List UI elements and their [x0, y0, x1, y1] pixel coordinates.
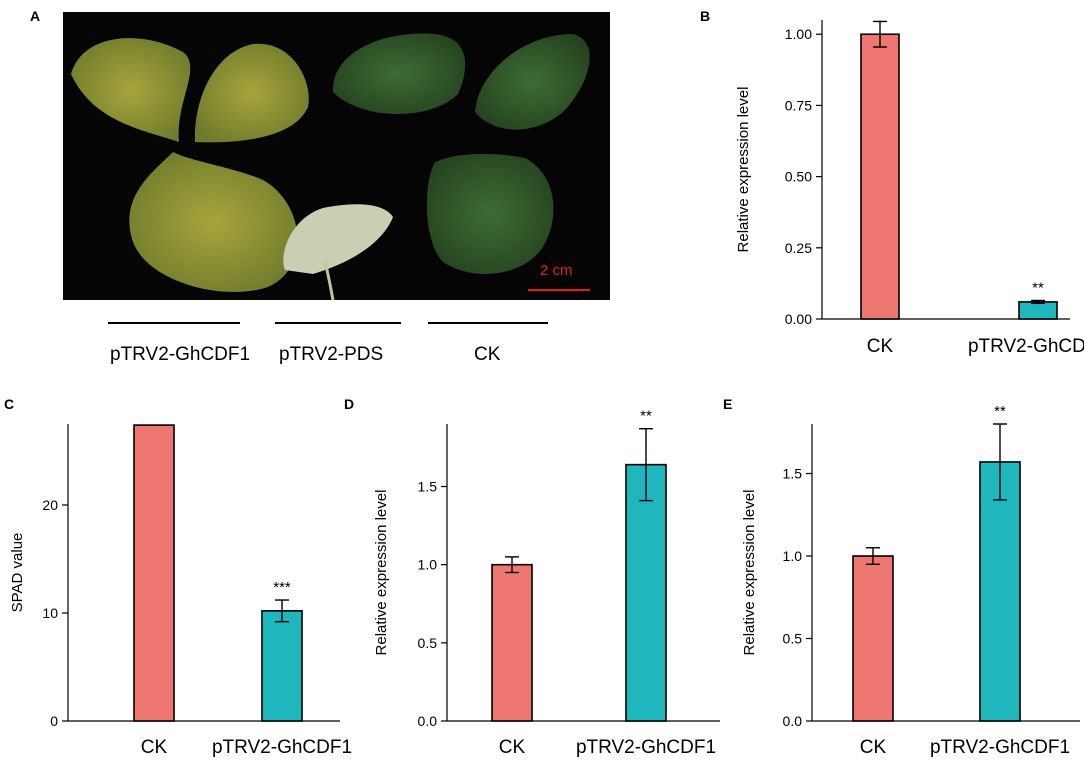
leaf-photo-illustration — [71, 33, 590, 301]
group-line-ck — [428, 322, 548, 324]
bar-b-0 — [860, 33, 900, 320]
category-label-b-0: CK — [867, 336, 894, 357]
significance-e-1: ** — [994, 403, 1006, 420]
y-axis-label-d: Relative expression level — [373, 490, 390, 656]
significance-b-1: ** — [1032, 279, 1044, 296]
category-label-e-1: pTRV2-GhCDF1 — [930, 737, 1070, 758]
category-label-c-1: pTRV2-GhCDF1 — [212, 737, 352, 758]
leaf-photograph: 2 cm — [63, 12, 610, 301]
scale-bar-label: 2 cm — [540, 262, 573, 279]
y-axis-label-c: SPAD value — [9, 533, 26, 613]
yellow-leaf-2 — [194, 43, 309, 143]
bar-c-0 — [133, 424, 175, 722]
category-label-b-1: pTRV2-GhCDF1 — [968, 336, 1084, 357]
significance-c-1: *** — [273, 579, 291, 596]
bar-e-0 — [852, 555, 894, 722]
green-leaf-1 — [332, 33, 466, 114]
category-label-d-0: CK — [499, 737, 526, 758]
bar-b-1 — [1018, 301, 1058, 320]
yellow-leaf-3 — [129, 152, 298, 292]
y-tick-label-d-0: 0.0 — [418, 713, 438, 729]
y-tick-label-d-3: 1.5 — [418, 479, 438, 495]
panel-label-a: A — [30, 8, 41, 24]
group-label-ghcdf1: pTRV2-GhCDF1 — [110, 344, 251, 365]
category-label-c-0: CK — [141, 737, 168, 758]
yellow-leaf-1 — [71, 38, 191, 142]
group-line-pds — [275, 322, 401, 324]
panel-label-d: D — [344, 396, 355, 412]
y-tick-label-d-1: 0.5 — [418, 635, 438, 651]
y-tick-label-b-3: 0.75 — [785, 97, 812, 113]
pds-leaf — [283, 204, 393, 274]
y-tick-label-e-1: 0.5 — [783, 631, 803, 647]
group-line-ghcdf1 — [108, 322, 240, 324]
panel-label-b: B — [700, 8, 711, 24]
group-label-pds: pTRV2-PDS — [279, 344, 384, 365]
y-tick-label-c-0: 0 — [50, 713, 58, 729]
panel-label-e: E — [723, 396, 733, 412]
group-label-ck: CK — [474, 344, 501, 365]
bar-d-1 — [625, 463, 667, 722]
category-label-d-1: pTRV2-GhCDF1 — [576, 737, 716, 758]
pds-stem — [323, 261, 335, 301]
y-tick-label-e-2: 1.0 — [783, 548, 803, 564]
significance-d-1: ** — [640, 408, 652, 425]
bar-d-0 — [491, 563, 533, 722]
panel-label-c: C — [4, 396, 15, 412]
bar-c-1 — [261, 610, 303, 722]
y-tick-label-e-3: 1.5 — [783, 466, 803, 482]
y-tick-label-d-2: 1.0 — [418, 557, 438, 573]
bar-e-1 — [979, 461, 1021, 722]
y-tick-label-c-2: 20 — [42, 497, 58, 513]
y-tick-label-b-1: 0.25 — [785, 240, 812, 256]
y-axis-label-b: Relative expression level — [735, 87, 752, 253]
y-tick-label-b-2: 0.50 — [785, 169, 812, 185]
y-axis-label-e: Relative expression level — [741, 490, 758, 656]
green-leaf-2 — [475, 34, 590, 130]
y-tick-label-e-0: 0.0 — [783, 713, 803, 729]
y-tick-label-c-1: 10 — [42, 605, 58, 621]
green-leaf-3 — [426, 153, 554, 274]
y-tick-label-b-0: 0.00 — [785, 311, 812, 327]
category-label-e-0: CK — [860, 737, 887, 758]
y-tick-label-b-4: 1.00 — [785, 26, 812, 42]
